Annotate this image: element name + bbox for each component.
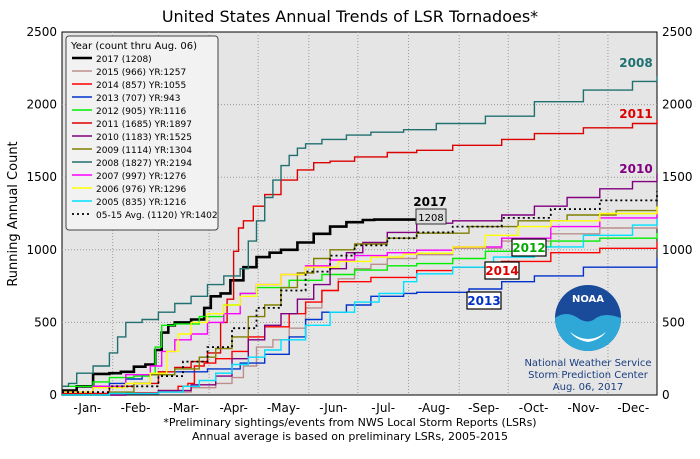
legend-title: Year (count thru Aug. 06): [70, 41, 197, 52]
x-tick-label: -Jun-: [319, 401, 347, 415]
legend: Year (count thru Aug. 06) 2017 (1208)201…: [65, 35, 219, 231]
line-label-2011: 2011: [619, 107, 652, 121]
y-tick-label-right: 2000: [662, 98, 693, 112]
legend-item-avg: 05-15 Avg. (1120) YR:1402: [96, 211, 218, 221]
y-tick-label-left: 1000: [26, 243, 57, 257]
x-tick-label: -Nov-: [568, 401, 600, 415]
current-year-label: 2017 1208: [413, 195, 447, 225]
x-tick-label: -Dec-: [617, 401, 649, 415]
series-group: [62, 76, 658, 396]
x-tick-label: -Aug-: [418, 401, 450, 415]
noaa-logo-bird: [570, 332, 606, 342]
line-label-2012: 2012: [512, 241, 545, 255]
y-tick-label-left: 2000: [26, 98, 57, 112]
line-label-2008: 2008: [619, 56, 652, 70]
legend-item-2006: 2006 (976) YR:1296: [96, 185, 187, 195]
series-line-2015: [62, 212, 658, 396]
x-tick-label: -Jul-: [371, 401, 395, 415]
current-value-text: 1208: [418, 213, 443, 224]
y-axis-label: Running Annual Count: [6, 141, 21, 286]
legend-item-2013: 2013 (707) YR:943: [96, 94, 181, 104]
legend-item-2011: 2011 (1685) YR:1897: [96, 120, 192, 130]
line-label-box-2014: [484, 261, 520, 280]
chart-title: United States Annual Trends of LSR Torna…: [162, 7, 538, 26]
series-line-2011: [62, 119, 658, 395]
line-labels: 2008 2011 2010 2012 2014 2013: [466, 56, 653, 310]
logo-caption-line-2: Storm Prediction Center: [528, 370, 649, 381]
line-label-2010: 2010: [619, 162, 652, 176]
series-line-2017: [62, 218, 417, 392]
y-tick-label-right: 0: [662, 388, 670, 402]
noaa-logo: NOAA National Weather Service Storm Pred…: [524, 285, 652, 393]
legend-item-2017: 2017 (1208): [96, 55, 152, 65]
series-line-2006: [62, 206, 658, 393]
x-tick-label: -Sep-: [468, 401, 499, 415]
series-line-2013: [62, 258, 658, 395]
y-tick-label-left: 2500: [26, 25, 57, 39]
line-label-box-2012: [511, 238, 547, 257]
footnote-line-1: *Preliminary sightings/events from NWS L…: [163, 416, 536, 429]
y-tick-label-right: 2500: [662, 25, 693, 39]
legend-item-2015: 2015 (966) YR:1257: [96, 68, 186, 78]
series-line-2008: [62, 76, 658, 387]
legend-item-2008: 2008 (1827) YR:2194: [96, 159, 192, 169]
y-tick-label-left: 500: [34, 315, 57, 329]
legend-item-2009: 2009 (1114) YR:1304: [96, 146, 192, 156]
y-tick-label-left: 0: [49, 388, 57, 402]
x-tick-label: -Oct-: [519, 401, 549, 415]
x-tick-label: -Feb-: [121, 401, 151, 415]
legend-item-2012: 2012 (905) YR:1116: [96, 107, 187, 117]
axes: 0 0 500 500 1000 1000 1500 1500 2000 2000 2500 2500…: [26, 25, 692, 415]
x-tick-label: -Apr-: [219, 401, 247, 415]
line-label-box-2013: [466, 291, 502, 310]
x-tick-label: -May-: [267, 401, 300, 415]
line-label-2013: 2013: [467, 294, 500, 308]
legend-item-2007: 2007 (997) YR:1276: [96, 172, 187, 182]
line-label-2014: 2014: [485, 264, 518, 278]
y-tick-label-right: 1000: [662, 243, 693, 257]
current-year-text: 2017: [413, 195, 446, 209]
series-line-2005: [62, 218, 658, 396]
y-tick-label-left: 1500: [26, 170, 57, 184]
series-line-avg: [62, 191, 658, 393]
noaa-logo-wave: [555, 314, 621, 351]
legend-item-2014: 2014 (857) YR:1055: [96, 81, 186, 91]
logo-caption-line-3: Aug. 06, 2017: [553, 382, 623, 393]
noaa-logo-text: NOAA: [572, 294, 604, 305]
legend-box: [65, 35, 219, 231]
legend-item-2005: 2005 (835) YR:1216: [96, 198, 187, 208]
y-tick-label-right: 1500: [662, 170, 693, 184]
current-value-box: [415, 208, 447, 225]
x-tick-label: -Mar-: [169, 401, 200, 415]
legend-items: 2017 (1208) 2015 (966) YR:1257 2014 (857) …: [72, 55, 218, 221]
y-tick-label-right: 500: [662, 315, 685, 329]
footnote-line-2: Annual average is based on preliminary L…: [192, 430, 508, 443]
x-tick-label: -Jan-: [73, 401, 101, 415]
legend-item-2010: 2010 (1183) YR:1525: [96, 133, 192, 143]
logo-caption-line-1: National Weather Service: [524, 358, 651, 369]
